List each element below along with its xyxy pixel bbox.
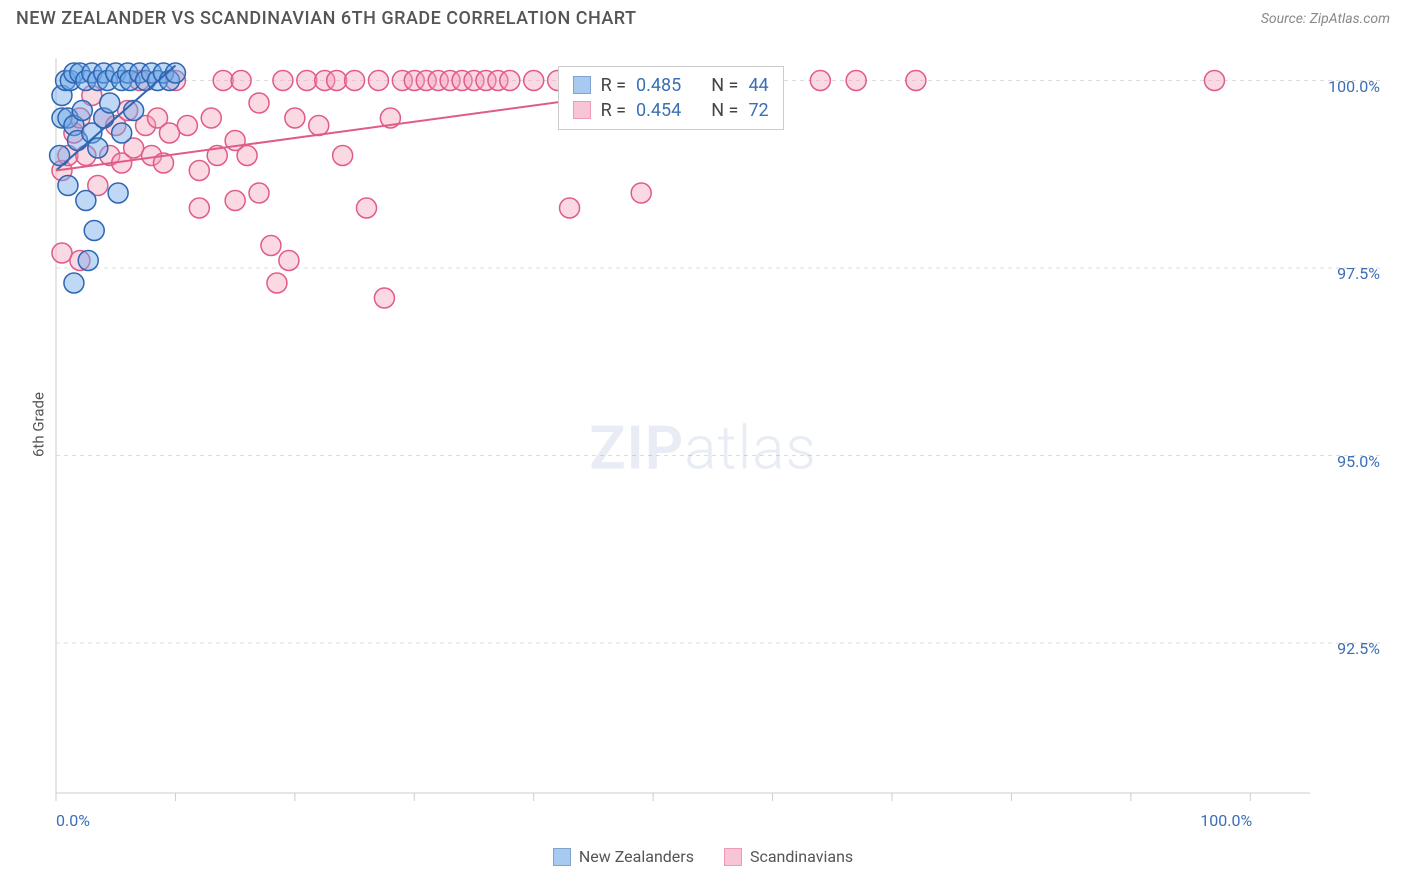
y-tick-label: 97.5% bbox=[1337, 264, 1380, 283]
stats-swatch-icon bbox=[573, 101, 591, 119]
legend-item-scandinavians: Scandinavians bbox=[724, 847, 853, 866]
stats-row: R = 0.454 N = 72 bbox=[573, 98, 769, 123]
chart-title: NEW ZEALANDER VS SCANDINAVIAN 6TH GRADE … bbox=[16, 8, 637, 29]
y-axis-label: 6th Grade bbox=[29, 392, 47, 457]
stats-row: R = 0.485 N = 44 bbox=[573, 73, 769, 98]
stats-swatch-icon bbox=[573, 76, 591, 94]
stats-n-label: N = bbox=[711, 75, 738, 96]
stats-r-value: 0.454 bbox=[636, 100, 681, 121]
y-tick-label: 92.5% bbox=[1337, 639, 1380, 658]
stats-r-label: R = bbox=[601, 75, 626, 96]
stats-n-value: 72 bbox=[748, 100, 768, 121]
chart-container: 6th Grade ZIPatlas 92.5%95.0%97.5%100.0%… bbox=[16, 48, 1390, 848]
x-tick-label: 0.0% bbox=[56, 811, 90, 830]
stats-n-value: 44 bbox=[748, 75, 768, 96]
legend-item-new-zealanders: New Zealanders bbox=[553, 847, 694, 866]
bottom-legend: New Zealanders Scandinavians bbox=[16, 847, 1390, 866]
stats-r-value: 0.485 bbox=[636, 75, 681, 96]
legend-label: New Zealanders bbox=[579, 847, 694, 866]
legend-label: Scandinavians bbox=[750, 847, 853, 866]
x-tick-label: 100.0% bbox=[1200, 811, 1252, 830]
y-tick-label: 95.0% bbox=[1337, 452, 1380, 471]
chart-header: NEW ZEALANDER VS SCANDINAVIAN 6TH GRADE … bbox=[0, 0, 1406, 29]
chart-source: Source: ZipAtlas.com bbox=[1261, 11, 1390, 27]
y-tick-label: 100.0% bbox=[1328, 77, 1380, 96]
legend-swatch-icon bbox=[553, 848, 571, 866]
scatter-plot bbox=[46, 48, 1390, 823]
stats-n-label: N = bbox=[711, 100, 738, 121]
legend-swatch-icon bbox=[724, 848, 742, 866]
stats-legend-box: R = 0.485 N = 44 R = 0.454 N = 72 bbox=[558, 66, 784, 130]
stats-r-label: R = bbox=[601, 100, 626, 121]
